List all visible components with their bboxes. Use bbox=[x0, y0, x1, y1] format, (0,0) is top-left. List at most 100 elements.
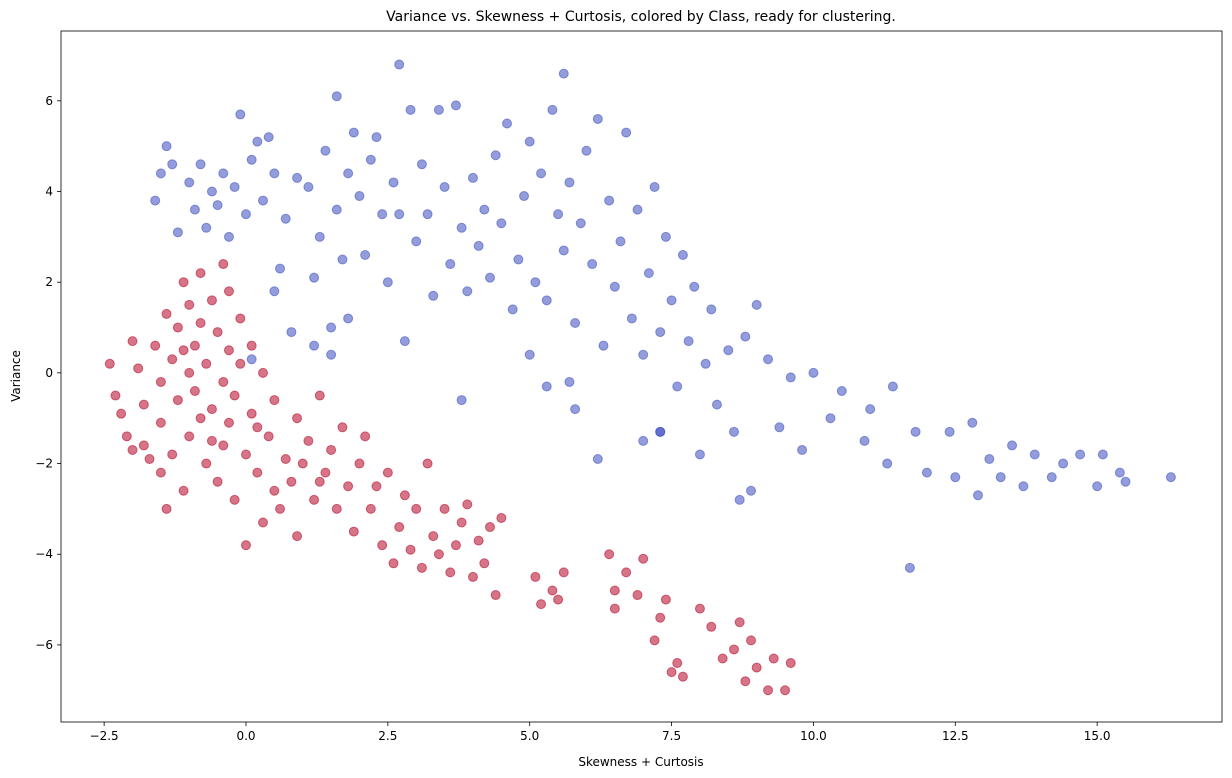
point bbox=[609, 603, 620, 614]
point bbox=[643, 268, 654, 279]
point bbox=[331, 204, 342, 215]
point bbox=[138, 399, 149, 410]
point bbox=[326, 444, 337, 455]
point bbox=[626, 313, 637, 324]
point bbox=[774, 422, 785, 433]
x-tick-label: 15.0 bbox=[1084, 729, 1111, 743]
point bbox=[672, 658, 683, 669]
point bbox=[564, 376, 575, 387]
point bbox=[252, 422, 263, 433]
point bbox=[127, 444, 138, 455]
point bbox=[655, 327, 666, 338]
point bbox=[638, 349, 649, 360]
point bbox=[172, 227, 183, 238]
point bbox=[887, 381, 898, 392]
point bbox=[201, 458, 212, 469]
point bbox=[689, 281, 700, 292]
point bbox=[178, 277, 189, 288]
point bbox=[496, 512, 507, 523]
point bbox=[223, 231, 234, 242]
point bbox=[167, 159, 178, 170]
point bbox=[541, 295, 552, 306]
point bbox=[382, 467, 393, 478]
point bbox=[161, 503, 172, 514]
point bbox=[530, 571, 541, 582]
point bbox=[189, 386, 200, 397]
point bbox=[1092, 481, 1103, 492]
point bbox=[728, 426, 739, 437]
point bbox=[280, 454, 291, 465]
point bbox=[609, 281, 620, 292]
point bbox=[536, 168, 547, 179]
point bbox=[269, 395, 280, 406]
point bbox=[746, 485, 757, 496]
point bbox=[348, 127, 359, 138]
point bbox=[195, 317, 206, 328]
point bbox=[592, 113, 603, 124]
point bbox=[433, 104, 444, 115]
point bbox=[161, 141, 172, 152]
point bbox=[638, 553, 649, 564]
point bbox=[558, 68, 569, 79]
point bbox=[751, 299, 762, 310]
point bbox=[280, 213, 291, 224]
point bbox=[246, 154, 257, 165]
point bbox=[320, 145, 331, 156]
point bbox=[155, 417, 166, 428]
point bbox=[711, 399, 722, 410]
point bbox=[422, 209, 433, 220]
point bbox=[201, 358, 212, 369]
point bbox=[240, 540, 251, 551]
point bbox=[649, 635, 660, 646]
point bbox=[144, 454, 155, 465]
point bbox=[223, 286, 234, 297]
point bbox=[740, 331, 751, 342]
point bbox=[365, 154, 376, 165]
point bbox=[201, 222, 212, 233]
x-tick-label: 12.5 bbox=[942, 729, 969, 743]
point bbox=[456, 222, 467, 233]
point bbox=[677, 249, 688, 260]
point bbox=[252, 467, 263, 478]
point bbox=[252, 136, 263, 147]
point bbox=[331, 91, 342, 102]
point bbox=[314, 390, 325, 401]
point bbox=[240, 209, 251, 220]
point bbox=[240, 449, 251, 460]
point bbox=[547, 585, 558, 596]
point bbox=[728, 644, 739, 655]
point bbox=[524, 349, 535, 360]
point bbox=[229, 494, 240, 505]
point bbox=[155, 376, 166, 387]
point bbox=[150, 340, 161, 351]
point bbox=[467, 172, 478, 183]
point bbox=[218, 168, 229, 179]
point bbox=[258, 195, 269, 206]
point bbox=[405, 104, 416, 115]
point bbox=[195, 413, 206, 424]
point bbox=[502, 118, 513, 129]
point bbox=[394, 209, 405, 220]
point bbox=[371, 132, 382, 143]
point bbox=[694, 449, 705, 460]
point bbox=[218, 376, 229, 387]
y-tick-label: −6 bbox=[35, 638, 53, 652]
point bbox=[621, 127, 632, 138]
point bbox=[450, 100, 461, 111]
point bbox=[921, 467, 932, 478]
point bbox=[575, 218, 586, 229]
point bbox=[1097, 449, 1108, 460]
point bbox=[206, 435, 217, 446]
point bbox=[246, 354, 257, 365]
point bbox=[763, 685, 774, 696]
point bbox=[655, 612, 666, 623]
point bbox=[660, 594, 671, 605]
point bbox=[286, 327, 297, 338]
point bbox=[206, 404, 217, 415]
point bbox=[411, 236, 422, 247]
point bbox=[484, 522, 495, 533]
point bbox=[740, 676, 751, 687]
point bbox=[184, 431, 195, 442]
point bbox=[263, 431, 274, 442]
point bbox=[394, 59, 405, 70]
